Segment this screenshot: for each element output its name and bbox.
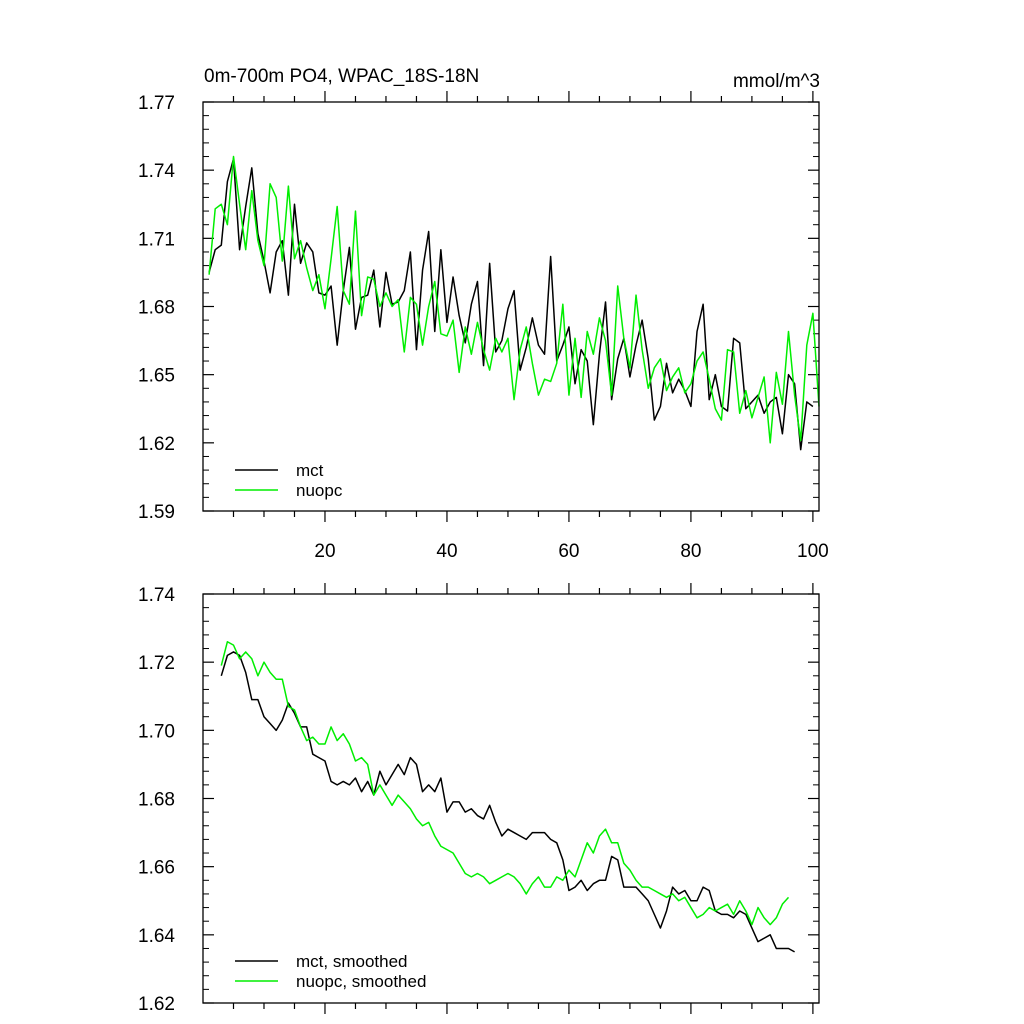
bottom-panel: 1.62 1.64 1.66 1.68 1.70 1.72 1.74 mct, smooth… <box>138 583 820 1015</box>
y-tick-label: 1.77 <box>138 93 175 114</box>
bottom-legend: mct, smoothed nuopc, smoothed <box>235 952 426 991</box>
y-tick-label: 1.68 <box>138 790 175 811</box>
top-axis-ticks: 1.59 1.62 1.65 1.68 1.71 1.74 1.77 20 40 60 80 100 <box>138 91 829 562</box>
y-tick-label: 1.72 <box>138 653 175 674</box>
legend-mct-smoothed-label: mct, smoothed <box>296 952 408 971</box>
legend-mct-label: mct <box>296 461 324 480</box>
x-tick-label: 100 <box>797 541 829 562</box>
series-line-mct <box>208 158 814 451</box>
series-line-nuopc <box>208 155 820 444</box>
y-tick-label: 1.68 <box>138 298 175 319</box>
bottom-plot-frame <box>202 593 820 1004</box>
top-legend: mct nuopc <box>235 461 343 500</box>
y-tick-label: 1.70 <box>138 721 175 742</box>
chart-title: 0m-700m PO4, WPAC_18S-18N <box>204 66 479 87</box>
y-tick-label: 1.64 <box>138 926 175 947</box>
y-tick-label: 1.74 <box>138 585 175 606</box>
y-tick-label: 1.59 <box>138 502 175 523</box>
y-tick-label: 1.62 <box>138 994 175 1015</box>
x-tick-label: 20 <box>314 541 335 562</box>
y-tick-label: 1.74 <box>138 161 175 182</box>
series-line-nuopc-smoothed <box>220 640 790 926</box>
x-tick-label: 60 <box>558 541 579 562</box>
units-label: mmol/m^3 <box>733 71 820 92</box>
x-tick-label: 40 <box>436 541 457 562</box>
y-tick-label: 1.62 <box>138 434 175 455</box>
y-tick-label: 1.65 <box>138 366 175 387</box>
legend-nuopc-smoothed-label: nuopc, smoothed <box>296 972 426 991</box>
y-tick-label: 1.66 <box>138 858 175 879</box>
x-tick-label: 80 <box>680 541 701 562</box>
legend-nuopc-label: nuopc <box>296 481 343 500</box>
series-line-mct-smoothed <box>220 651 795 953</box>
bottom-series-lines <box>220 640 795 953</box>
top-plot-frame <box>202 101 820 512</box>
top-panel: 0m-700m PO4, WPAC_18S-18N mmol/m^3 1.591… <box>138 66 829 562</box>
top-series-lines <box>208 155 820 451</box>
y-tick-label: 1.71 <box>138 229 175 250</box>
